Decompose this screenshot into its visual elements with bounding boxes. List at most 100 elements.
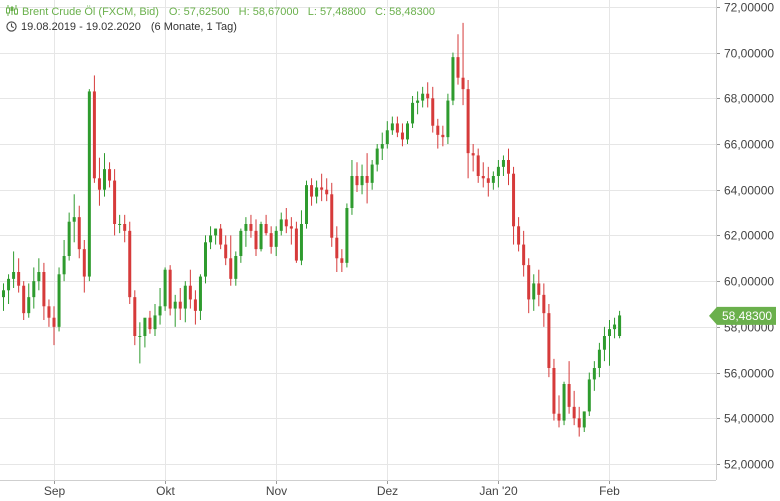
candle-up [153, 304, 157, 336]
candle-body [501, 160, 505, 167]
candle-down [552, 358, 556, 421]
candle-body [294, 228, 298, 261]
candle-down [572, 390, 576, 426]
y-tick-label: 68,00000 [724, 92, 774, 106]
candle-body [264, 224, 268, 234]
candle-down [52, 306, 56, 346]
candle-down [269, 226, 273, 254]
candle-body [209, 235, 213, 243]
x-tick-label: Dez [377, 484, 398, 498]
candle-down [294, 221, 298, 263]
candle-body [608, 329, 611, 336]
candle-up [380, 132, 384, 160]
candle-body [507, 160, 510, 174]
candle-up [421, 86, 425, 108]
candle-body [244, 224, 248, 231]
candle-body [496, 166, 500, 176]
candle-down [456, 34, 460, 85]
candle-body [527, 265, 531, 300]
candle-up [214, 228, 218, 245]
candle-down [42, 262, 46, 320]
candle-body [320, 187, 324, 190]
x-tick-label: Jan '20 [479, 484, 518, 498]
candle-body [108, 169, 112, 181]
candle-body [183, 285, 187, 309]
candle-up [27, 283, 31, 318]
candle-body [57, 274, 61, 327]
candle-up [204, 235, 207, 284]
grid-lines [0, 0, 716, 480]
candles-layer [2, 22, 622, 437]
candle-body [431, 98, 435, 126]
candle-up [118, 214, 122, 234]
candle-down [522, 230, 526, 277]
candle-body [562, 384, 566, 421]
candle-body [345, 208, 349, 263]
candle-down [310, 178, 314, 206]
candle-down [320, 173, 324, 202]
candle-body [229, 258, 233, 279]
candle-down [22, 281, 26, 320]
candle-body [299, 224, 303, 261]
candle-down [577, 406, 581, 437]
candle-up [587, 372, 591, 416]
candle-body [204, 242, 207, 277]
candle-body [12, 272, 16, 279]
candle-body [289, 226, 293, 229]
candle-up [501, 155, 505, 176]
candle-up [375, 144, 379, 172]
candle-down [426, 82, 430, 108]
candle-down [168, 265, 172, 316]
candle-up [370, 160, 374, 190]
y-tick-label: 66,00000 [724, 138, 774, 152]
candle-body [340, 258, 344, 263]
candle-body [400, 132, 404, 140]
candle-down [395, 116, 399, 138]
range-info: (6 Monate, 1 Tag) [150, 21, 237, 33]
candle-body [592, 368, 596, 380]
candle-down [123, 214, 127, 243]
candle-body [193, 299, 197, 311]
candle-up [173, 294, 177, 327]
candle-body [471, 153, 475, 156]
candle-body [315, 187, 319, 197]
y-axis: 52,0000054,0000056,0000058,0000060,00000… [716, 0, 774, 480]
candle-body [602, 336, 606, 350]
y-tick-label: 60,00000 [724, 275, 774, 289]
last-price-tag [709, 306, 776, 325]
candle-body [557, 413, 561, 421]
candle-up [32, 267, 36, 309]
candle-up [299, 210, 303, 266]
candle-body [325, 189, 329, 195]
candle-up [67, 212, 71, 261]
candle-up [143, 317, 147, 348]
candle-body [547, 313, 551, 368]
candle-body [32, 281, 36, 298]
candle-body [234, 256, 238, 279]
candle-down [431, 86, 435, 133]
candle-up [274, 226, 278, 256]
candle-down [335, 226, 339, 272]
candle-body [118, 224, 122, 225]
candle-body [476, 155, 480, 176]
y-tick-label: 62,00000 [724, 229, 774, 243]
candle-body [537, 283, 541, 295]
candle-body [188, 285, 192, 300]
candle-body [47, 306, 51, 318]
candle-down [229, 235, 233, 286]
candle-body [360, 176, 364, 186]
candle-up [562, 381, 566, 426]
candle-body [249, 224, 253, 231]
candle-down [537, 269, 541, 307]
candle-down [557, 395, 561, 428]
candle-body [259, 224, 263, 250]
candle-body [52, 317, 56, 327]
candle-down [47, 299, 51, 327]
candle-body [7, 278, 11, 291]
candle-body [62, 256, 66, 275]
candle-body [103, 169, 106, 190]
y-tick-label: 72,00000 [724, 1, 774, 15]
candle-down [133, 290, 137, 346]
candle-up [608, 320, 611, 366]
candle-down [224, 235, 228, 266]
